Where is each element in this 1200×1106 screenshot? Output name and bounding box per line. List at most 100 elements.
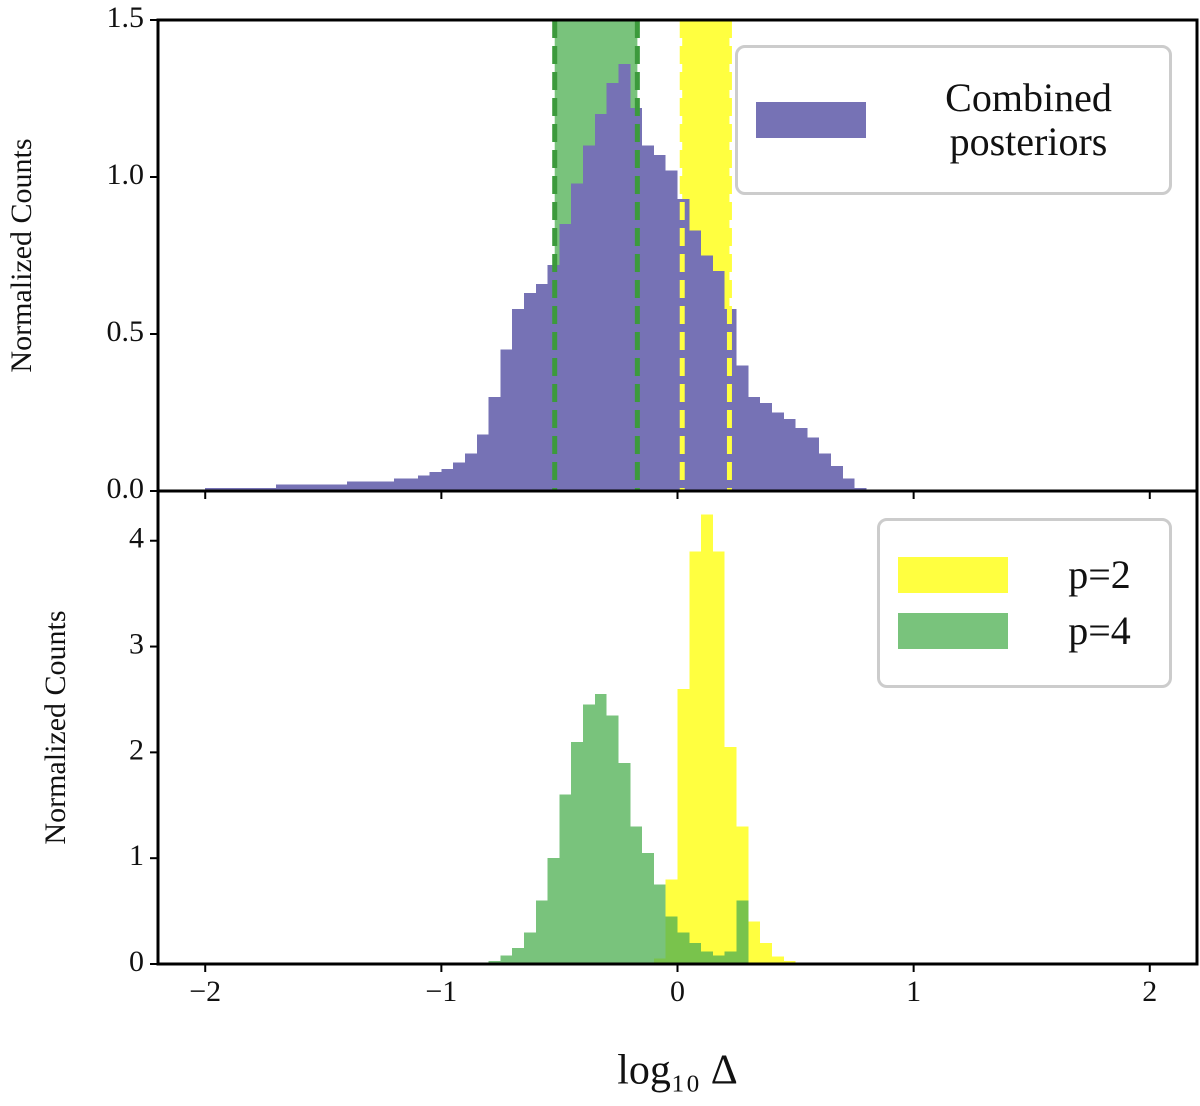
y-axis-label: Normalized Counts <box>5 138 38 372</box>
hist-bar <box>240 487 253 491</box>
hist-bar <box>701 514 713 964</box>
hist-bar <box>653 155 666 491</box>
x-tick-label: −1 <box>425 975 457 1008</box>
hist-bar <box>783 418 796 491</box>
legend-swatch <box>898 557 1008 593</box>
hist-bar <box>559 794 572 964</box>
hist-bar <box>630 826 643 964</box>
hist-bar <box>535 283 548 491</box>
hist-bar <box>771 412 784 491</box>
hist-bar <box>464 453 477 491</box>
legend-swatch <box>756 102 866 138</box>
hist-bar <box>712 551 725 964</box>
hist-bar <box>724 747 737 964</box>
hist-bar <box>630 107 643 491</box>
hist-bar <box>441 469 454 491</box>
plot-area <box>488 514 796 964</box>
hist-bar <box>524 293 536 491</box>
x-tick-label: 0 <box>670 975 685 1008</box>
hist-bar <box>807 437 820 491</box>
hist-bar <box>642 145 654 491</box>
hist-bar <box>228 487 241 491</box>
hist-bar <box>677 932 690 964</box>
hist-bar <box>701 951 713 964</box>
legend-entry: p=2 <box>898 553 1151 597</box>
hist-bar <box>370 481 383 491</box>
hist-bar <box>571 183 584 491</box>
hist-bar <box>547 858 560 964</box>
hist-bar <box>819 453 831 491</box>
y-tick-label: 1 <box>129 839 144 872</box>
hist-bar <box>748 921 761 964</box>
hist-bar <box>299 484 312 491</box>
hist-bar <box>429 472 442 491</box>
hist-bar <box>594 694 607 964</box>
hist-bar <box>618 63 631 491</box>
hist-bar <box>653 884 666 964</box>
legend-entry: p=4 <box>898 609 1151 653</box>
hist-bar <box>583 704 595 964</box>
hist-bar <box>512 308 525 491</box>
hist-bar <box>760 403 772 491</box>
hist-bar <box>500 955 513 964</box>
hist-bar <box>724 951 737 964</box>
x-tick-label: 2 <box>1142 975 1157 1008</box>
plot-area <box>205 20 867 491</box>
hist-bar <box>453 462 465 491</box>
y-axis-label: Normalized Counts <box>39 610 72 844</box>
legend: Combined posteriors <box>735 45 1172 195</box>
legend-label: p=2 <box>1068 552 1131 597</box>
hist-bar <box>689 230 702 491</box>
hist-bar <box>382 481 395 491</box>
hist-bar <box>559 224 572 491</box>
hist-bar <box>606 82 619 491</box>
hist-bar <box>606 715 619 964</box>
hist-bar <box>842 478 855 491</box>
hist-bar <box>535 900 548 964</box>
hist-bar <box>335 484 347 491</box>
hist-bar <box>488 396 501 491</box>
hist-bar <box>524 932 536 964</box>
hist-bar <box>701 255 713 491</box>
hist-bar <box>665 916 678 964</box>
hist-bar <box>583 145 595 491</box>
hist-bar <box>405 478 418 491</box>
hist-bar <box>795 428 808 491</box>
hist-bar <box>323 484 336 491</box>
hist-bar <box>488 960 501 964</box>
hist-bar <box>771 956 784 964</box>
hist-bar <box>665 170 678 491</box>
hist-bar <box>830 465 843 491</box>
hist-bar <box>276 484 288 491</box>
hist-bar <box>712 955 725 964</box>
hist-bar <box>311 484 324 491</box>
hist-bar <box>252 487 265 491</box>
legend-swatch <box>898 613 1008 649</box>
legend-label: p=4 <box>1068 608 1131 653</box>
hist-bar <box>217 487 229 491</box>
hist-bar <box>571 741 584 964</box>
y-tick-label: 4 <box>129 522 144 555</box>
y-tick-label: 0.0 <box>107 472 145 505</box>
hist-bar <box>287 484 300 491</box>
hist-bar <box>642 852 654 964</box>
hist-bar <box>417 475 430 491</box>
x-tick-label: 1 <box>906 975 921 1008</box>
hist-bar <box>358 481 371 491</box>
x-tick-label: −2 <box>189 975 221 1008</box>
hist-bar <box>736 826 749 964</box>
hist-bar <box>618 762 631 964</box>
hist-bar <box>205 487 218 491</box>
hist-bar <box>712 271 725 491</box>
y-tick-label: 1.0 <box>107 158 145 191</box>
hist-bar <box>854 487 867 491</box>
y-tick-label: 0.5 <box>107 315 145 348</box>
hist-bar <box>689 942 702 964</box>
hist-bar <box>500 349 513 491</box>
y-tick-label: 0 <box>129 945 144 978</box>
hist-bar <box>736 365 749 491</box>
y-tick-label: 1.5 <box>107 1 145 34</box>
legend-entry: Combined posteriors <box>756 76 1151 164</box>
legend: p=2 p=4 <box>877 518 1172 688</box>
